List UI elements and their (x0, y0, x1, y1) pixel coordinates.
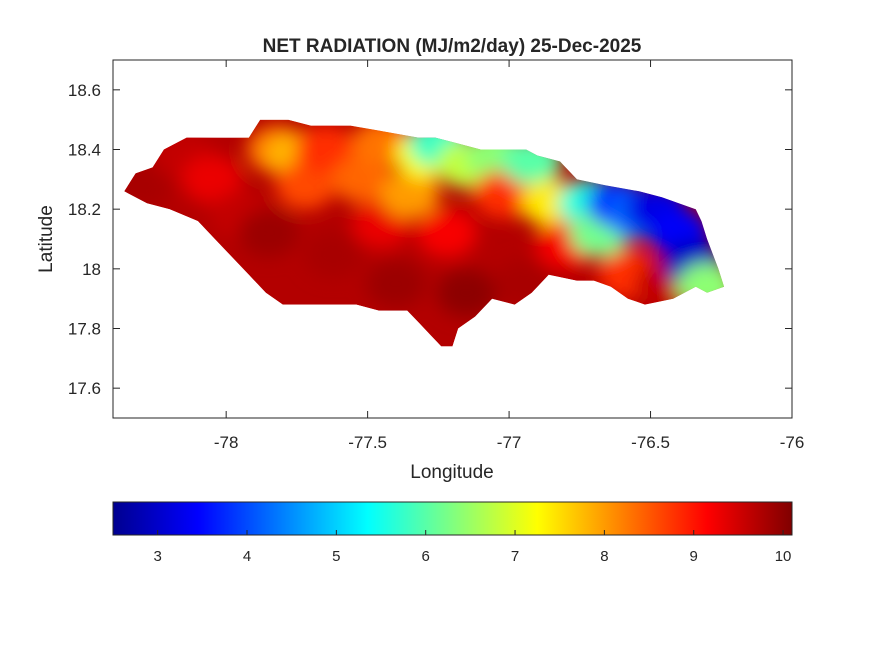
value-zone-9 (303, 229, 364, 278)
value-zone-14 (380, 170, 441, 219)
value-zone-19 (436, 268, 497, 317)
value-zone-7 (275, 161, 336, 210)
value-zone-4 (238, 209, 299, 257)
x-axis: -78 -77.5 -77 -76.5 -76 (214, 60, 804, 452)
value-zone-8 (295, 125, 356, 174)
colorbar-tick-label: 8 (600, 548, 608, 565)
y-tick-label: 18.4 (68, 141, 101, 160)
island-field (124, 119, 725, 347)
colorbar-tick-label: 5 (332, 548, 340, 565)
colorbar-tick-label: 7 (511, 548, 519, 565)
value-zone-17 (416, 209, 477, 257)
y-tick-label: 17.8 (68, 320, 101, 339)
x-axis-label: Longitude (410, 462, 493, 483)
x-tick-label: -76 (780, 433, 805, 452)
value-zones (124, 119, 725, 317)
value-zone-10 (332, 155, 392, 204)
plot-box (112, 59, 793, 419)
map-layer (124, 119, 725, 347)
value-zone-2 (182, 155, 242, 204)
colorbar: 3 4 5 6 7 8 9 10 (112, 501, 793, 565)
y-tick-label: 18.2 (68, 200, 101, 219)
y-tick-label: 17.6 (68, 379, 101, 398)
x-tick-label: -78 (214, 433, 239, 452)
y-axis-label: Latitude (36, 205, 57, 273)
colorbar-tick-label: 4 (243, 548, 251, 565)
colorbar-gradient (112, 501, 793, 536)
colorbar-tick-label: 3 (153, 548, 161, 565)
y-tick-label: 18 (82, 260, 101, 279)
chart-title: NET RADIATION (MJ/m2/day) 25-Dec-2025 (263, 36, 642, 57)
colorbar-tick-label: 10 (775, 548, 792, 565)
colorbar-tick-label: 9 (690, 548, 698, 565)
colorbar-tick-label: 6 (422, 548, 430, 565)
colorbar-ticks: 3 4 5 6 7 8 9 10 (153, 530, 791, 565)
y-axis: 17.6 17.8 18 18.2 18.4 18.6 (68, 81, 792, 398)
y-tick-label: 18.6 (68, 81, 101, 100)
x-tick-label: -77 (497, 433, 522, 452)
x-tick-label: -76.5 (631, 433, 670, 452)
value-zone-13 (365, 259, 426, 308)
x-tick-label: -77.5 (348, 433, 387, 452)
